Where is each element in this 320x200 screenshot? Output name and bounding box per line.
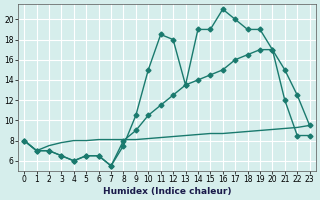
X-axis label: Humidex (Indice chaleur): Humidex (Indice chaleur) bbox=[103, 187, 231, 196]
